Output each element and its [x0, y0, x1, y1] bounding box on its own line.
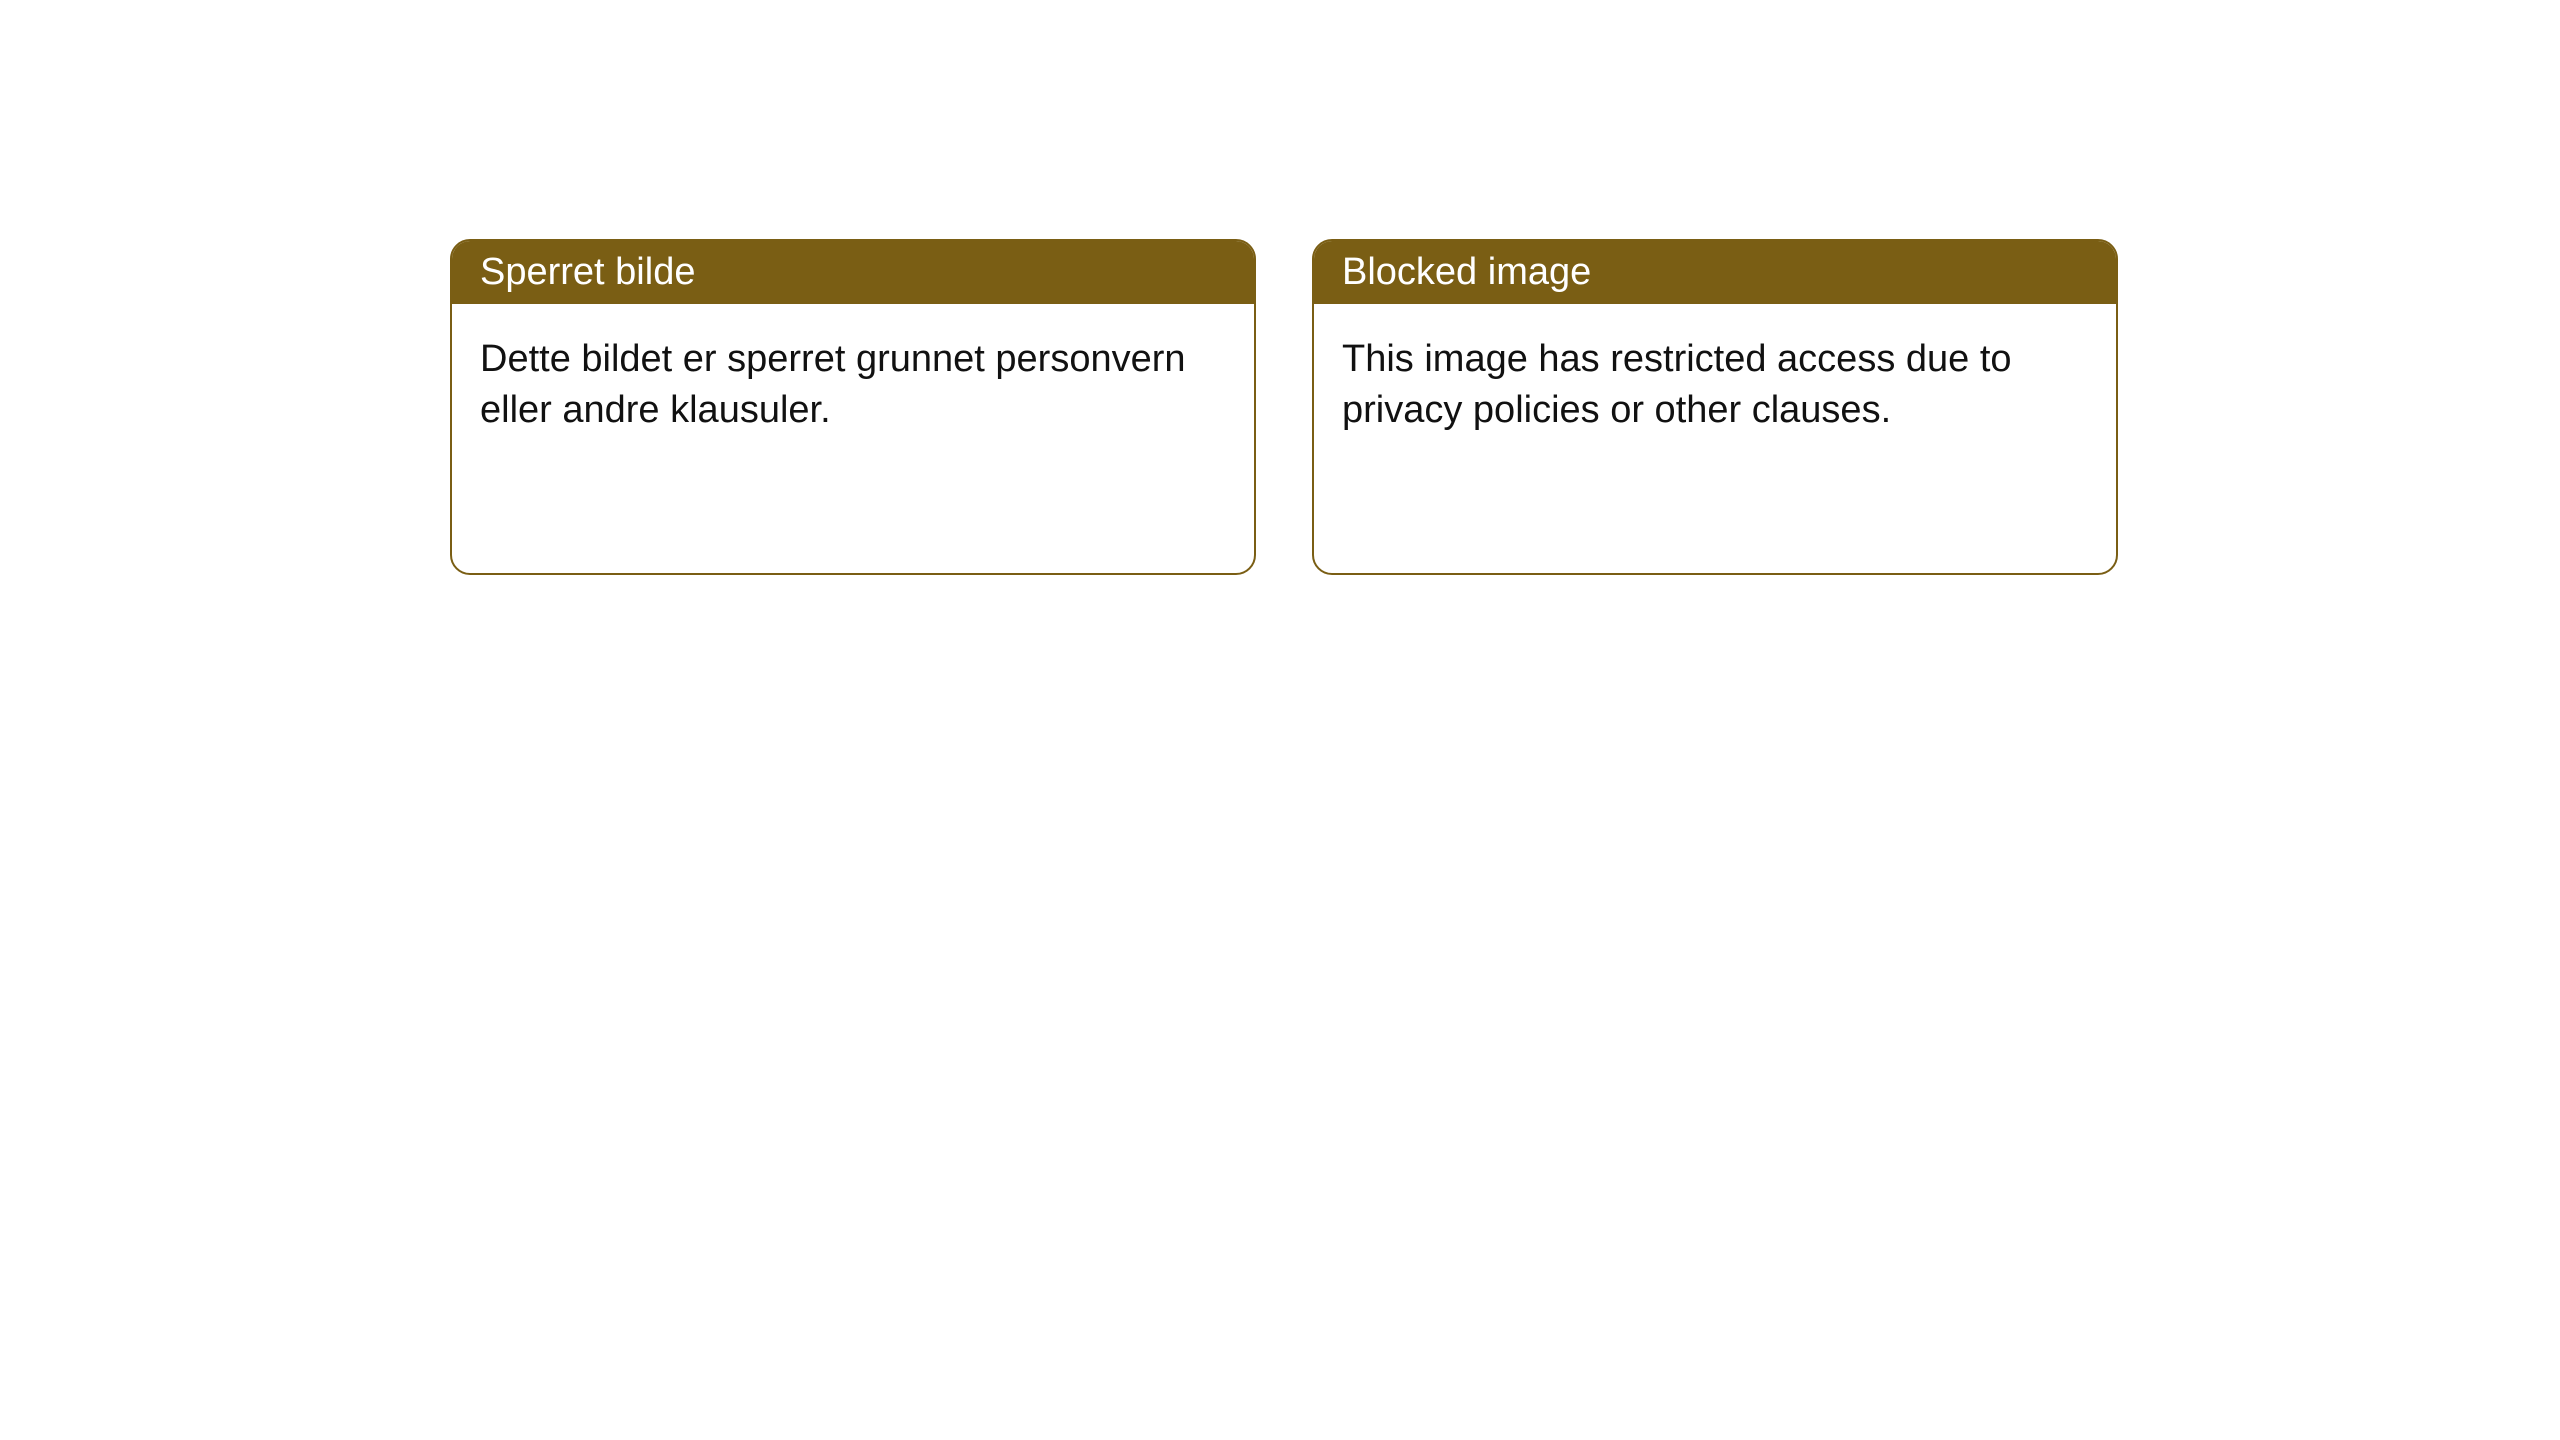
card-body-en: This image has restricted access due to … [1314, 304, 2116, 467]
card-header-no: Sperret bilde [452, 241, 1254, 304]
card-body-no: Dette bildet er sperret grunnet personve… [452, 304, 1254, 467]
blocked-image-cards: Sperret bilde Dette bildet er sperret gr… [450, 239, 2118, 575]
blocked-image-card-no: Sperret bilde Dette bildet er sperret gr… [450, 239, 1256, 575]
card-body-text-en: This image has restricted access due to … [1342, 338, 2012, 431]
card-title-no: Sperret bilde [480, 251, 695, 293]
blocked-image-card-en: Blocked image This image has restricted … [1312, 239, 2118, 575]
card-title-en: Blocked image [1342, 251, 1591, 293]
card-body-text-no: Dette bildet er sperret grunnet personve… [480, 338, 1186, 431]
card-header-en: Blocked image [1314, 241, 2116, 304]
